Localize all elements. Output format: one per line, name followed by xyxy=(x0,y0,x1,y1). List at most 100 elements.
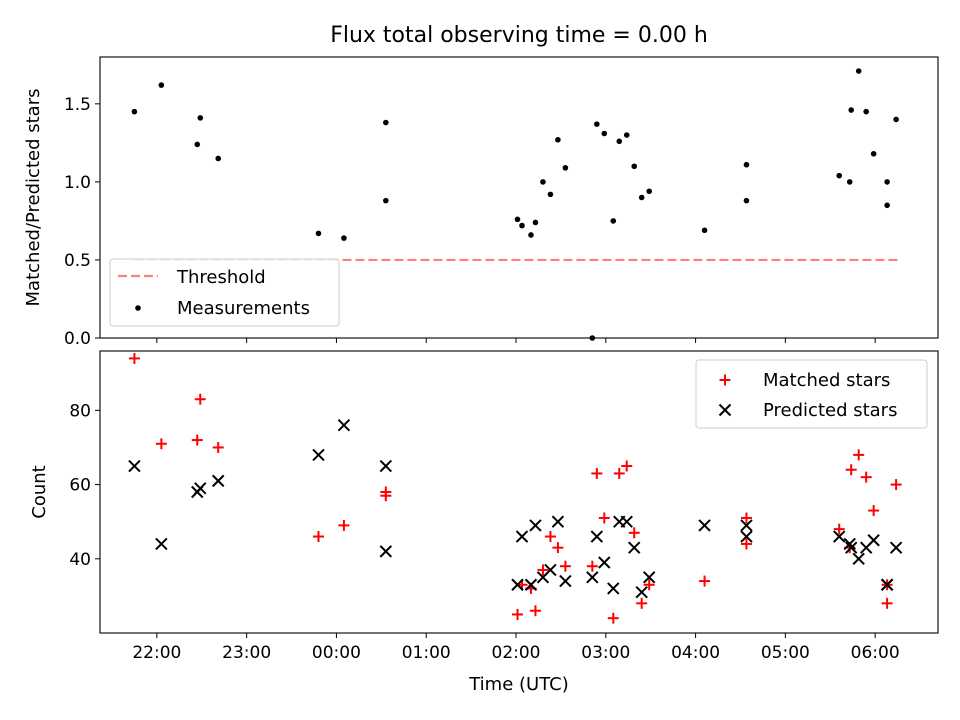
matched-star-marker xyxy=(868,505,880,517)
predicted-marker-b xyxy=(843,537,856,551)
matched-star-marker xyxy=(613,467,625,479)
measurement-point xyxy=(601,130,608,137)
y-tick-label: 80 xyxy=(69,401,91,421)
bottom-y-axis-label: Count xyxy=(29,465,50,518)
predicted-marker-b xyxy=(590,530,604,543)
predicted-star-marker xyxy=(194,482,207,495)
matched-star-marker xyxy=(853,449,865,461)
top-y-axis-label: Matched/Predicted stars xyxy=(23,89,44,307)
predicted-marker-b xyxy=(845,541,858,554)
predicted-marker-b xyxy=(620,515,633,528)
matched-star-marker xyxy=(128,352,140,364)
y-tick-label: 0.5 xyxy=(64,251,91,271)
predicted-star-marker xyxy=(212,474,225,488)
predicted-star-marker xyxy=(698,519,711,532)
predicted-marker-b xyxy=(337,419,351,432)
x-tick-label: 22:00 xyxy=(132,643,181,663)
x-tick-label: 06:00 xyxy=(851,643,900,663)
predicted-star-marker xyxy=(515,530,529,543)
measurement-point xyxy=(846,179,853,185)
x-tick-label: 04:00 xyxy=(671,643,720,663)
predicted-marker-b xyxy=(194,482,207,495)
predicted-marker-b xyxy=(524,578,538,591)
matched-star-marker xyxy=(537,564,549,576)
predicted-marker-b xyxy=(515,530,529,543)
x-tick-label: 23:00 xyxy=(222,643,271,663)
measurement-point xyxy=(514,216,521,223)
predicted-star-marker xyxy=(312,448,325,462)
measurement-point xyxy=(623,132,630,138)
matched-star-marker xyxy=(512,608,524,620)
matched-star-marker xyxy=(607,612,619,624)
matched-star-marker xyxy=(312,531,324,543)
y-tick-label: 0.0 xyxy=(64,329,91,349)
measurement-point xyxy=(383,119,389,126)
measurement-point xyxy=(589,335,596,341)
legend-measurements-label: Measurements xyxy=(177,298,310,319)
matched-star-marker xyxy=(598,512,610,524)
measurement-point xyxy=(315,230,322,237)
predicted-marker-b xyxy=(833,530,846,543)
predicted-star-marker xyxy=(833,530,846,543)
predicted-star-marker xyxy=(511,578,524,591)
y-tick-label: 1.0 xyxy=(64,173,91,193)
predicted-star-marker xyxy=(607,582,620,595)
x-tick-label: 01:00 xyxy=(402,643,451,663)
matched-star-marker xyxy=(845,464,857,476)
predicted-star-marker xyxy=(628,541,641,554)
measurement-point xyxy=(519,222,525,229)
predicted-star-marker xyxy=(590,530,604,543)
predicted-marker-b xyxy=(867,534,880,547)
matched-star-marker xyxy=(338,519,350,531)
predicted-marker-b xyxy=(559,574,572,588)
measurement-point xyxy=(870,150,877,157)
predicted-marker-b xyxy=(212,474,225,488)
predicted-marker-b xyxy=(586,571,599,584)
matched-star-marker xyxy=(544,531,556,543)
matched-star-marker xyxy=(155,438,167,450)
predicted-star-marker xyxy=(852,552,865,565)
x-tick-label: 00:00 xyxy=(312,643,361,663)
bottom-panel-count-plot: 22:00 23:00 00:00 01:00 02:00 03:00 04:00 05:00… xyxy=(69,350,939,663)
y-tick-label: 40 xyxy=(69,550,91,570)
matched-star-marker xyxy=(860,471,872,483)
predicted-marker-b xyxy=(511,578,524,591)
predicted-marker-b xyxy=(635,585,648,599)
x-axis-label: Time (UTC) xyxy=(468,674,569,695)
matched-star-marker xyxy=(559,560,571,572)
predicted-star-marker xyxy=(843,537,856,551)
predicted-marker-b xyxy=(642,571,656,584)
y-tick-label: 1.5 xyxy=(64,95,91,115)
matched-star-marker xyxy=(643,579,655,591)
predicted-marker-b xyxy=(740,519,753,532)
predicted-marker-b xyxy=(155,537,168,551)
x-tick-label: 03:00 xyxy=(581,643,630,663)
matched-star-marker xyxy=(740,512,752,524)
measurement-point xyxy=(555,136,561,143)
predicted-star-marker xyxy=(740,519,753,532)
matched-star-marker xyxy=(890,479,902,491)
predicted-star-marker xyxy=(128,459,141,473)
legend-measurements-swatch xyxy=(135,305,141,311)
measurement-point xyxy=(701,227,708,234)
predicted-marker-b xyxy=(551,515,565,528)
chart-title: Flux total observing time = 0.00 h xyxy=(330,23,708,48)
measurement-point xyxy=(884,202,890,209)
top-plot-frame xyxy=(99,56,939,339)
measurement-point xyxy=(638,194,645,201)
predicted-marker-b xyxy=(598,556,611,569)
matched-star-marker xyxy=(591,467,603,479)
matched-star-marker xyxy=(552,542,564,554)
matched-star-marker xyxy=(833,523,845,535)
predicted-star-marker xyxy=(635,585,648,599)
top-panel-ratio-plot: 0.0 0.5 1.0 1.5 Threshold Measurements xyxy=(64,56,939,349)
measurement-point xyxy=(547,191,554,198)
measurement-point xyxy=(848,107,855,113)
measurement-point xyxy=(646,188,652,195)
measurement-point xyxy=(131,108,138,115)
predicted-star-marker xyxy=(544,563,557,577)
predicted-marker-b xyxy=(128,459,141,473)
matched-star-marker xyxy=(380,486,392,498)
predicted-star-marker xyxy=(379,545,393,558)
matched-star-marker xyxy=(628,527,640,539)
